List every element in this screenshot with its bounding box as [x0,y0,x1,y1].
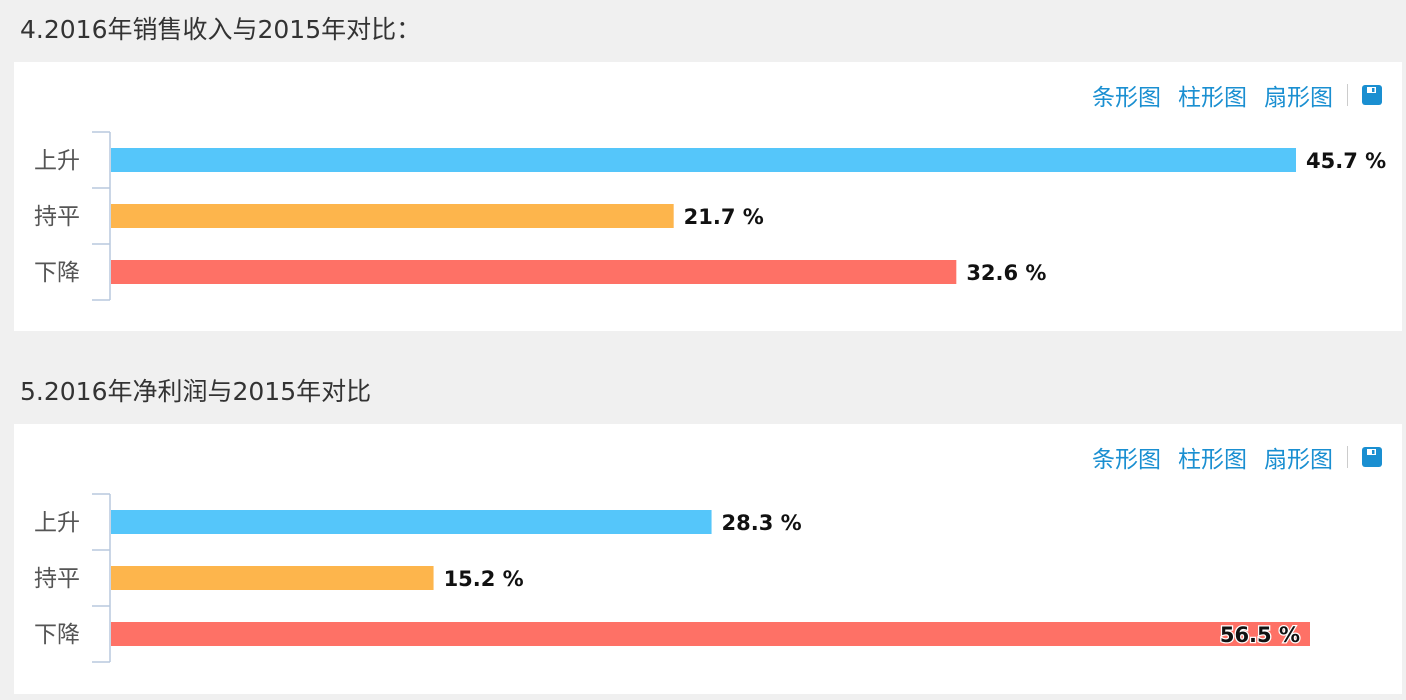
chart-1-title: 4.2016年销售收入与2015年对比： [20,15,422,44]
chart-1-svg: 上升 45.7 % 持平 21.7 % 下降 32.6 % [34,131,1387,301]
bar [111,566,434,590]
bar [111,510,712,534]
category-label: 下降 [34,260,80,286]
chart-2-title: 5.2016年净利润与2015年对比 [20,377,372,406]
category-label: 持平 [34,566,80,592]
data-label: 56.5 % [1220,623,1300,647]
category-label: 上升 [34,510,80,536]
category-label: 上升 [34,148,80,174]
chart-1-bar-chart-button[interactable]: 条形图 [1092,85,1161,111]
chart-1-toolbar: 条形图 柱形图 扇形图 [1075,78,1382,112]
bar [111,622,1310,646]
bar [111,260,957,284]
data-label: 45.7 % [1306,149,1386,173]
data-label: 21.7 % [684,205,764,229]
chart-2-column-chart-button[interactable]: 柱形图 [1178,447,1247,473]
toolbar-divider [1347,446,1348,468]
data-label: 28.3 % [722,511,802,535]
bar [111,204,674,228]
chart-1-column-chart-button[interactable]: 柱形图 [1178,85,1247,111]
bar [111,148,1296,172]
save-icon[interactable] [1362,447,1382,467]
chart-2-svg: 上升 28.3 % 持平 15.2 % 下降 56.5 % [34,493,1310,663]
chart-1-panel: 条形图 柱形图 扇形图 上升 45.7 % 持平 21.7 % 下降 32.6 % [14,62,1402,331]
chart-1-pie-chart-button[interactable]: 扇形图 [1264,85,1333,111]
chart-2-toolbar: 条形图 柱形图 扇形图 [1075,440,1382,474]
category-label: 下降 [34,622,80,648]
data-label: 32.6 % [966,261,1046,285]
chart-2-panel: 条形图 柱形图 扇形图 上升 28.3 % 持平 15.2 % 下降 56.5 % [14,424,1402,694]
chart-2-pie-chart-button[interactable]: 扇形图 [1264,447,1333,473]
save-icon[interactable] [1362,85,1382,105]
toolbar-divider [1347,84,1348,106]
category-label: 持平 [34,204,80,230]
data-label: 15.2 % [444,567,524,591]
chart-2-bar-chart-button[interactable]: 条形图 [1092,447,1161,473]
